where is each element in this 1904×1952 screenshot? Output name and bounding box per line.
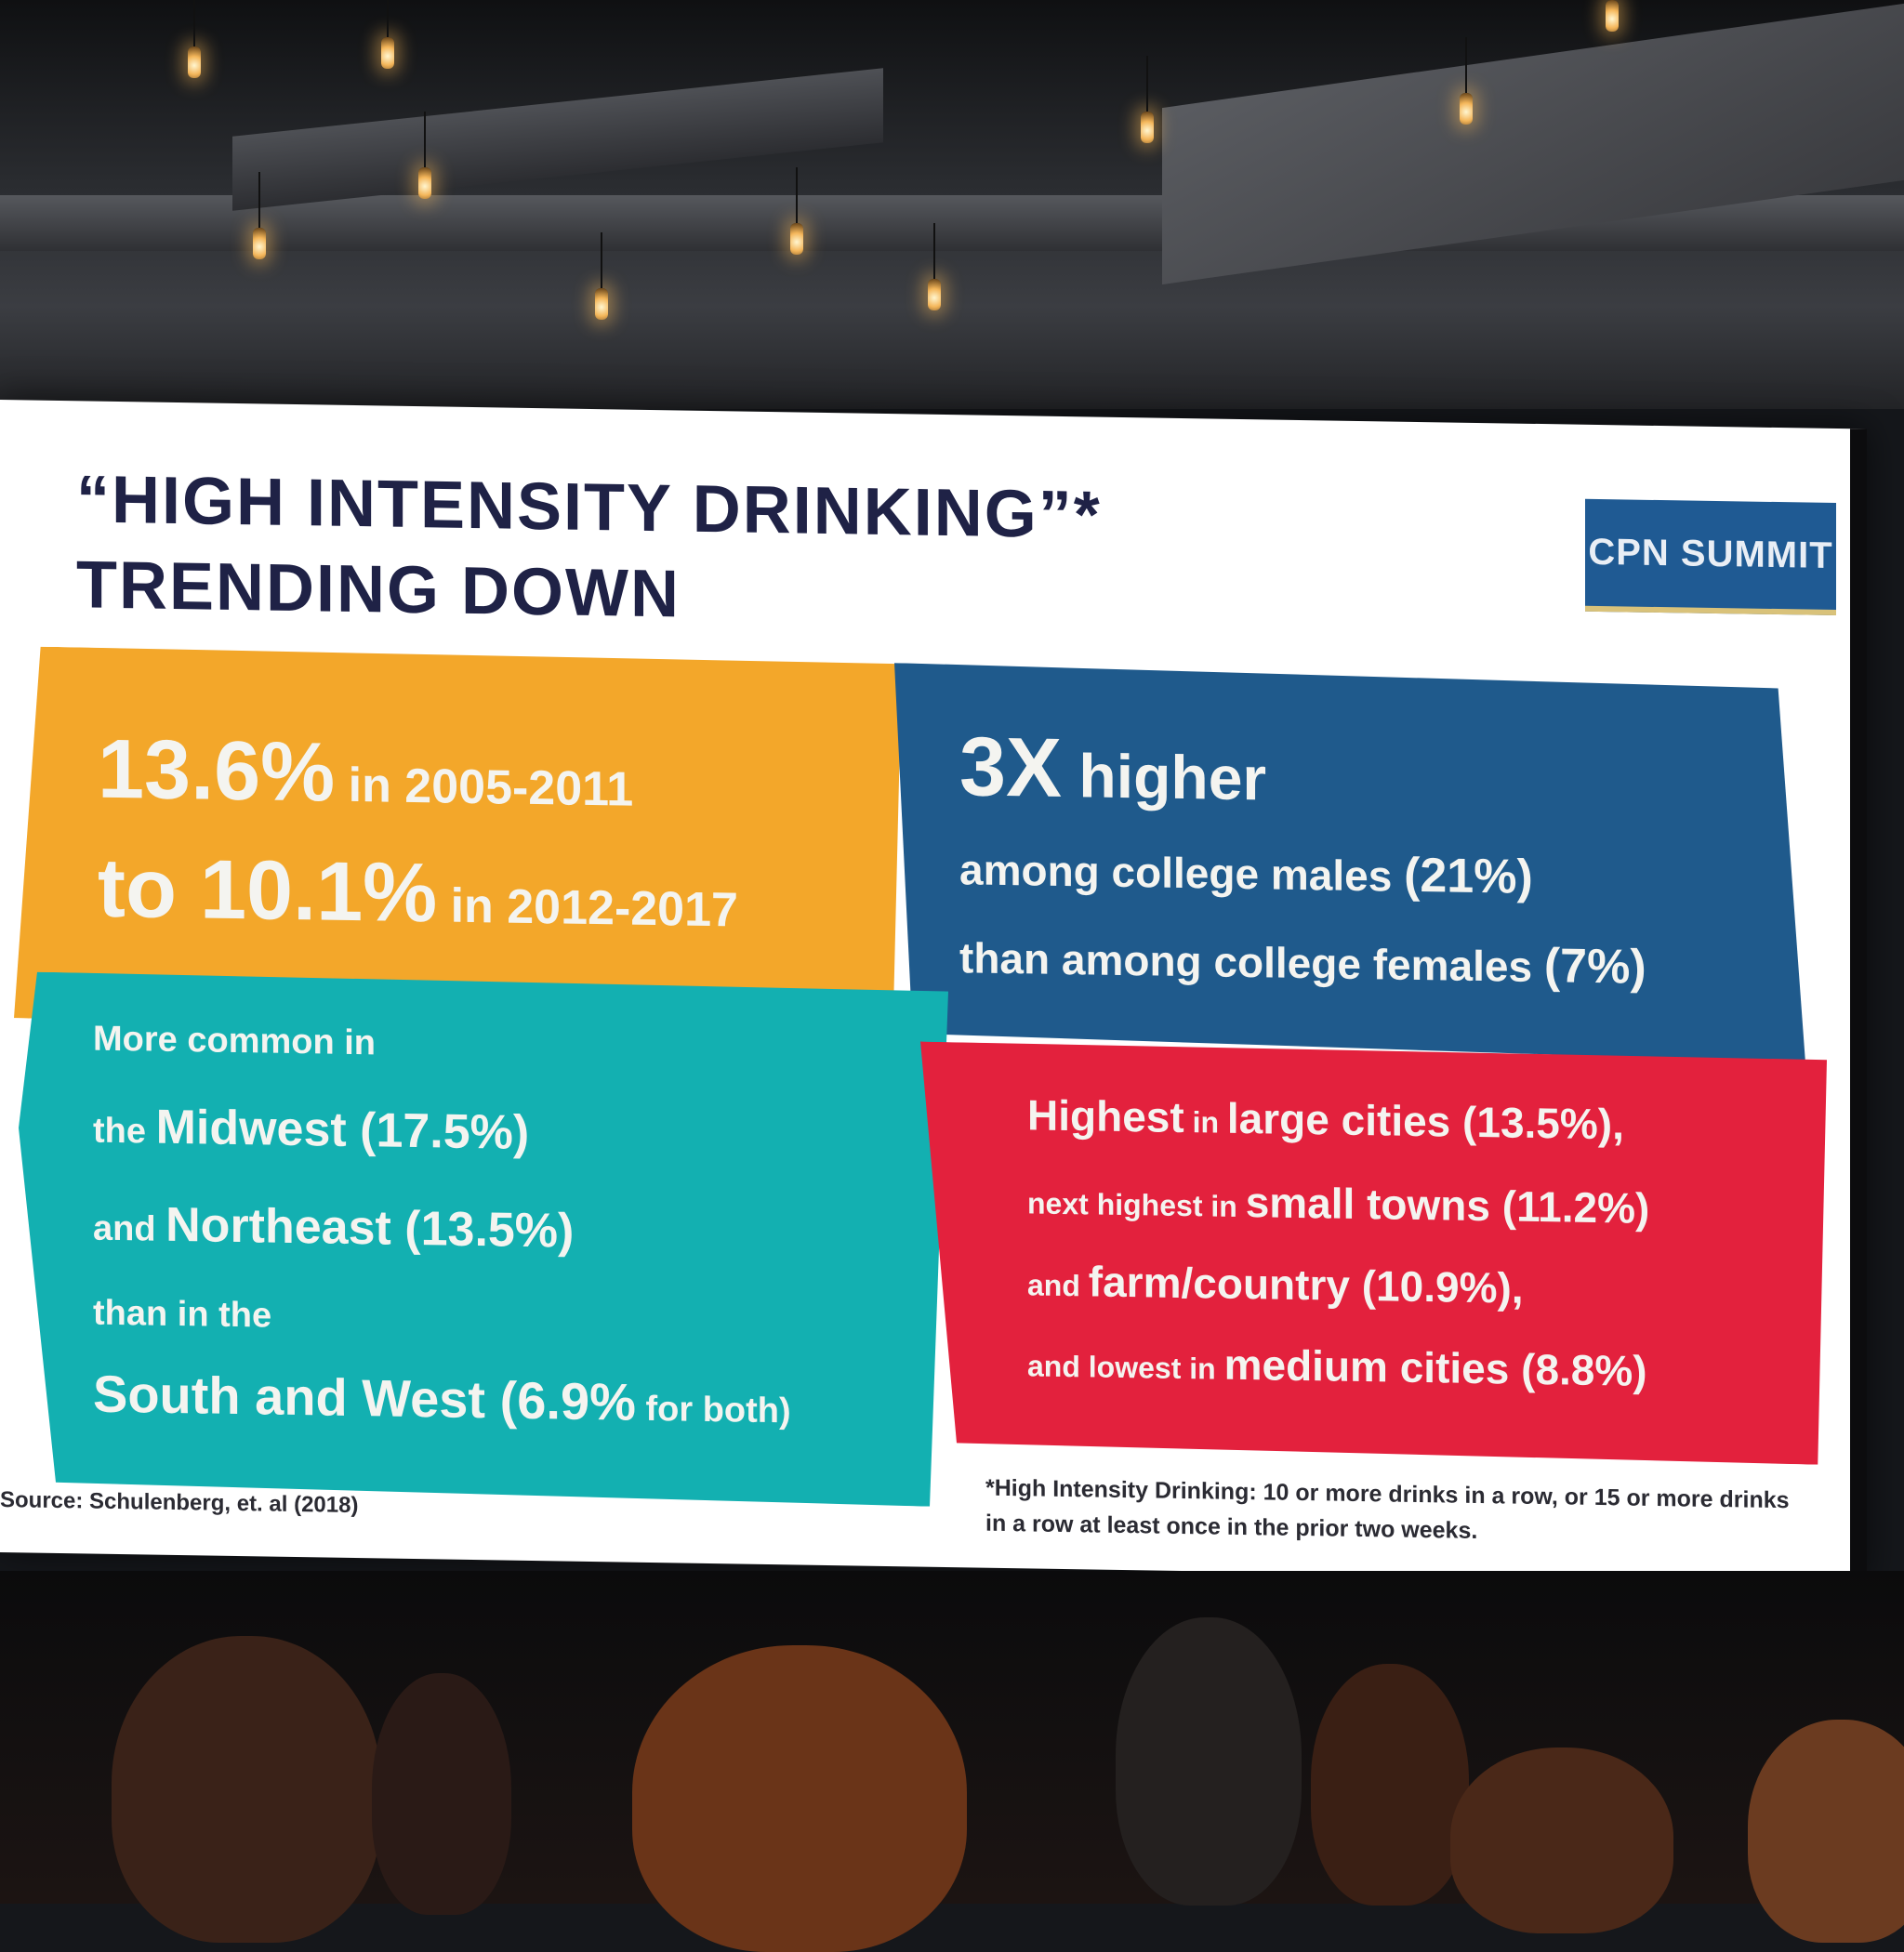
teal-line3-prefix: and	[93, 1208, 166, 1249]
blue-headline-rest: higher	[1062, 740, 1267, 813]
red-line4-b: medium cities (8.8%)	[1223, 1339, 1647, 1395]
blue-headline: 3X higher	[959, 719, 1266, 820]
orange-line1: 13.6% in 2005-2011	[98, 722, 633, 826]
slide-title-line2: TRENDING DOWN	[76, 547, 681, 632]
blue-line2: among college males (21%)	[959, 840, 1533, 905]
light-bulb-icon	[1141, 56, 1154, 143]
light-bulb-icon	[418, 112, 431, 199]
teal-line2-prefix: the	[93, 1111, 156, 1152]
teal-line3: and Northeast (13.5%)	[93, 1196, 574, 1260]
orange-period: in 2005-2011	[335, 758, 634, 817]
red-line3-b: farm/country (10.9%),	[1088, 1257, 1524, 1312]
teal-line1: More common in	[93, 1019, 377, 1063]
blue-panel: 3X higher among college males (21%) than…	[894, 663, 1805, 1062]
red-line1: Highest in large cities (13.5%),	[1027, 1089, 1624, 1149]
blue-line3: than among college females (7%)	[959, 929, 1646, 996]
red-line4: and lowest in medium cities (8.8%)	[1027, 1336, 1647, 1395]
light-bulb-icon	[928, 223, 941, 310]
red-line1-b: in	[1183, 1105, 1227, 1140]
red-line2-a: next highest in	[1027, 1186, 1246, 1224]
orange-big-value: 13.6%	[98, 722, 336, 820]
light-bulb-icon	[1606, 0, 1619, 32]
projection-screen: “HIGH INTENSITY DRINKING”* TRENDING DOWN…	[0, 400, 1867, 1582]
ceiling-beam	[232, 68, 883, 211]
blue-big-value: 3X	[959, 720, 1063, 815]
light-bulb-icon	[381, 0, 394, 69]
blue-line3-value: (7%)	[1543, 939, 1646, 995]
slide-title: “HIGH INTENSITY DRINKING”* TRENDING DOWN	[76, 456, 1102, 643]
red-line3: and farm/country (10.9%),	[1027, 1255, 1524, 1312]
teal-line2: the Midwest (17.5%)	[93, 1099, 529, 1161]
red-panel: Highest in large cities (13.5%), next hi…	[920, 1042, 1827, 1465]
audience-head	[112, 1636, 381, 1943]
teal-line2-bold: Midwest (17.5%)	[155, 1100, 530, 1160]
orange-big-value-2: 10.1%	[199, 843, 438, 941]
audience-head	[1748, 1720, 1904, 1943]
teal-line5-bold: South and West (6.9%	[93, 1364, 636, 1431]
slide-title-line1: “HIGH INTENSITY DRINKING”*	[76, 462, 1102, 553]
audience-head	[1450, 1748, 1673, 1933]
light-bulb-icon	[595, 232, 608, 320]
blue-line2-text: among college males	[959, 845, 1405, 901]
light-bulb-icon	[790, 167, 803, 255]
footnote: *High Intensity Drinking: 10 or more dri…	[985, 1471, 1804, 1554]
light-bulb-icon	[253, 172, 266, 259]
audience	[0, 1571, 1904, 1952]
orange-line2: to 10.1% in 2012-2017	[98, 841, 738, 947]
blue-line2-value: (21%)	[1404, 848, 1533, 904]
teal-line5: South and West (6.9% for both)	[93, 1364, 791, 1435]
source-citation: Source: Schulenberg, et. al (2018)	[0, 1487, 359, 1519]
blue-line3-text: than among college females	[959, 933, 1544, 992]
teal-panel: More common in the Midwest (17.5%) and N…	[19, 971, 948, 1507]
audience-head	[1311, 1664, 1469, 1906]
teal-line3-bold: Northeast (13.5%)	[165, 1197, 575, 1259]
light-bulb-icon	[188, 0, 201, 78]
teal-line5-small: for both)	[635, 1389, 791, 1431]
orange-period-2: in 2012-2017	[437, 878, 738, 938]
audience-head	[1116, 1617, 1302, 1906]
red-line1-a: Highest	[1027, 1090, 1184, 1142]
logo-text: CPN SUMMIT	[1588, 531, 1833, 576]
red-line2: next highest in small towns (11.2%)	[1027, 1173, 1649, 1233]
ceiling	[0, 0, 1904, 409]
audience-head	[632, 1645, 967, 1952]
red-line1-c: large cities (13.5%),	[1226, 1093, 1624, 1149]
orange-to: to	[98, 841, 200, 937]
cpn-summit-logo: CPN SUMMIT	[1585, 498, 1836, 616]
audience-head	[372, 1673, 511, 1915]
light-bulb-icon	[1460, 37, 1473, 125]
orange-panel: 13.6% in 2005-2011 to 10.1% in 2012-2017	[14, 646, 902, 1032]
red-line4-a: and lowest in	[1027, 1349, 1224, 1386]
teal-line4: than in the	[93, 1293, 272, 1336]
red-line2-b: small towns (11.2%)	[1245, 1178, 1650, 1233]
red-line3-a: and	[1027, 1268, 1089, 1303]
